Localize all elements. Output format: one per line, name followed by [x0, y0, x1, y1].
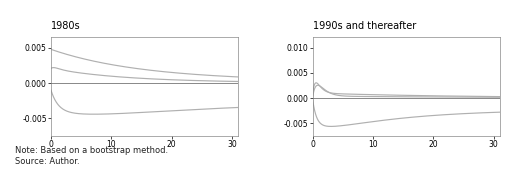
Text: 1990s and thereafter: 1990s and thereafter — [312, 21, 415, 31]
Text: 1980s: 1980s — [51, 21, 80, 31]
Text: Note: Based on a bootstrap method.
Source: Author.: Note: Based on a bootstrap method. Sourc… — [15, 146, 168, 166]
